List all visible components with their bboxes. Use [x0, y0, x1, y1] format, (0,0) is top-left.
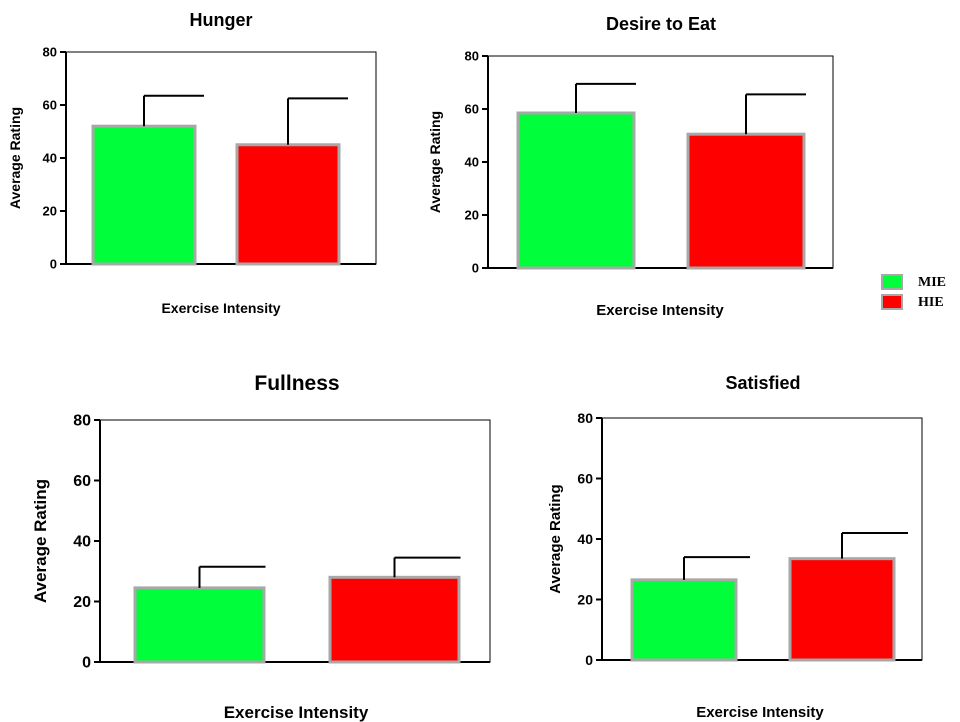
- y-tick-label: 40: [577, 531, 593, 547]
- bar-mie: [91, 124, 197, 266]
- y-tick-label: 40: [43, 151, 57, 166]
- y-tick-label: 60: [73, 473, 91, 490]
- y-tick-label: 0: [82, 655, 91, 672]
- y-tick-label: 80: [73, 413, 91, 430]
- y-tick-label: 0: [585, 652, 593, 668]
- bar-mie: [133, 586, 266, 664]
- y-tick-label: 80: [465, 49, 479, 64]
- bar-hie: [328, 575, 461, 664]
- y-tick-label: 20: [465, 208, 479, 223]
- y-axis-label: Average Rating: [7, 107, 23, 209]
- y-tick-label: 0: [50, 257, 57, 272]
- legend-swatch-hie: [881, 294, 903, 310]
- chart-panel-1: Hunger 0 20 40 60 80 Average Rating Exercise In…: [7, 10, 377, 316]
- chart-title: Hunger: [190, 10, 253, 30]
- y-tick-label: 20: [73, 594, 91, 611]
- x-axis-label: Exercise Intensity: [696, 704, 824, 721]
- x-axis-label: Exercise Intensity: [161, 300, 280, 316]
- y-tick-label: 0: [472, 261, 479, 276]
- chart-panel-2: Desire to Eat 0 20 40 60 80 Average Rating Exer…: [427, 14, 834, 319]
- bar-mie: [630, 578, 738, 662]
- y-tick-label: 60: [43, 98, 57, 113]
- chart-title: Desire to Eat: [606, 14, 716, 34]
- bar-mie: [516, 111, 636, 270]
- y-tick-label: 80: [43, 45, 57, 60]
- y-tick-label: 40: [465, 155, 479, 170]
- legend-label-mie: MIE: [918, 275, 946, 290]
- bar-hie: [235, 143, 341, 266]
- y-tick-label: 60: [577, 470, 593, 486]
- chart-title: Fullness: [254, 372, 339, 395]
- y-tick-label: 20: [43, 204, 57, 219]
- y-tick-label: 20: [577, 591, 593, 607]
- y-tick-label: 60: [465, 102, 479, 117]
- chart-panel-3: Fullness 0 20 40 60 80 Average Rating Exercise …: [31, 372, 491, 722]
- x-axis-label: Exercise Intensity: [596, 302, 724, 319]
- legend-swatch-mie: [881, 274, 903, 290]
- bar-hie: [686, 132, 806, 270]
- y-tick-label: 40: [73, 534, 91, 551]
- x-axis-label: Exercise Intensity: [224, 703, 369, 722]
- y-axis-label: Average Rating: [547, 484, 564, 593]
- bar-hie: [788, 557, 896, 662]
- legend: MIE HIE: [881, 274, 946, 310]
- y-axis-label: Average Rating: [31, 479, 50, 603]
- y-tick-label: 80: [577, 410, 593, 426]
- y-axis-label: Average Rating: [427, 111, 443, 213]
- chart-title: Satisfied: [725, 373, 800, 393]
- legend-label-hie: HIE: [918, 295, 944, 310]
- charts-layer: Hunger 0 20 40 60 80 Average Rating Exercise In…: [7, 10, 923, 722]
- chart-panel-4: Satisfied 0 20 40 60 80 Average Rating Exercise…: [547, 373, 923, 721]
